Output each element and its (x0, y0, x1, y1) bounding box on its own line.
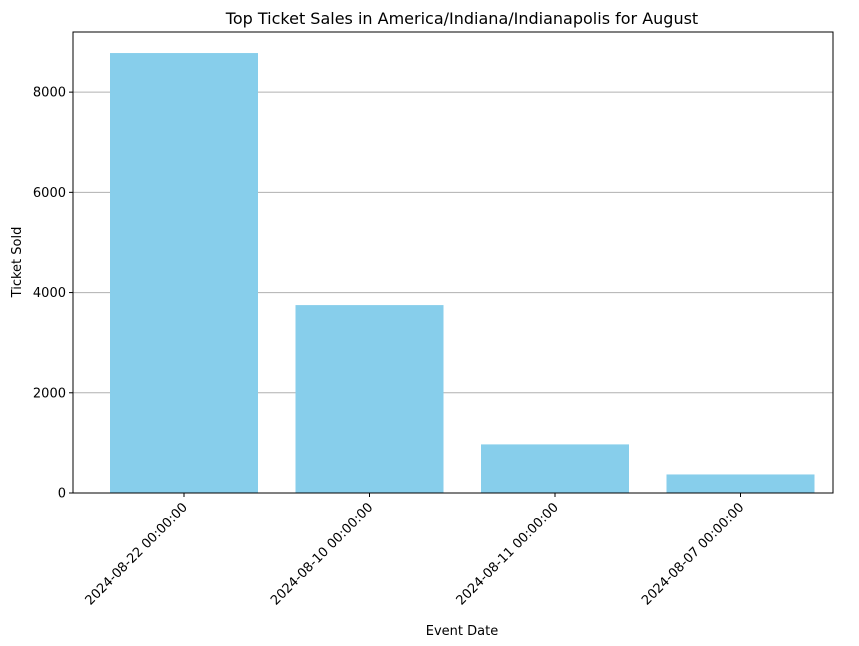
y-tick-label: 6000 (33, 186, 66, 201)
x-tick-label: 2024-08-22 00:00:00 (83, 500, 191, 608)
bar (110, 53, 258, 493)
bar (481, 444, 629, 493)
x-tick-label: 2024-08-07 00:00:00 (639, 500, 747, 608)
x-tick-label: 2024-08-11 00:00:00 (454, 500, 562, 608)
x-axis-ticks: 2024-08-22 00:00:00 2024-08-10 00:00:00 20… (83, 493, 747, 608)
chart-title: Top Ticket Sales in America/Indiana/Indi… (225, 9, 698, 28)
bar (666, 474, 815, 493)
y-tick-label: 4000 (33, 286, 66, 301)
y-tick-label: 2000 (33, 386, 66, 401)
y-axis-ticks: 0 2000 4000 6000 8000 (33, 86, 73, 502)
x-axis-label: Event Date (426, 624, 498, 639)
plot-frame (72, 31, 834, 494)
y-tick-label: 0 (58, 487, 66, 502)
y-axis-label: Ticket Sold (10, 227, 25, 299)
bars (110, 53, 815, 493)
x-tick-label: 2024-08-10 00:00:00 (268, 500, 376, 608)
y-tick-label: 8000 (33, 86, 66, 101)
bar (295, 305, 444, 493)
